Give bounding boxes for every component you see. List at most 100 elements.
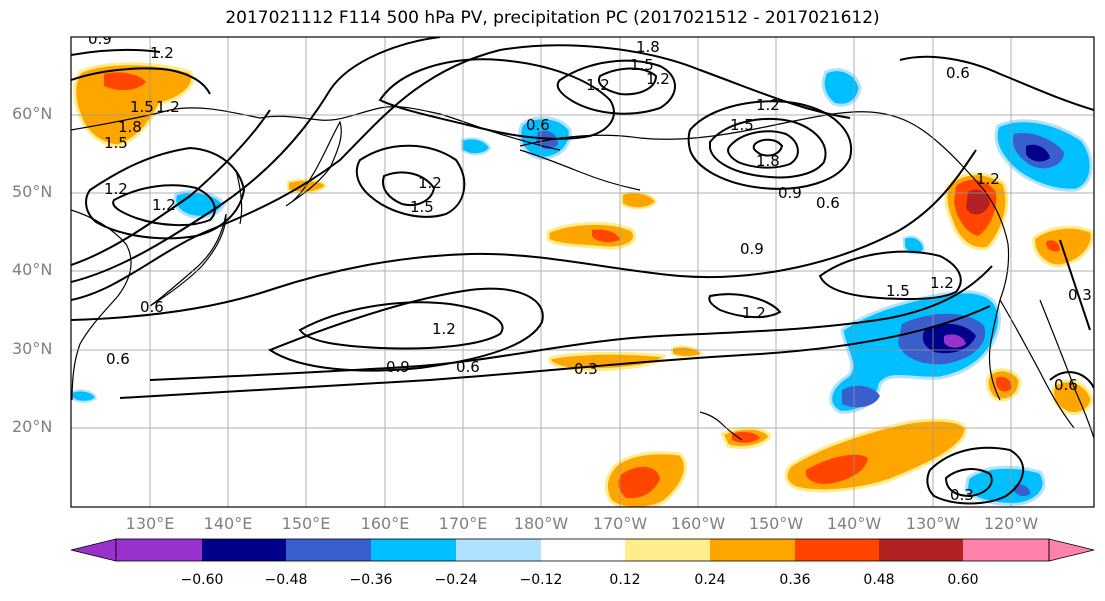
- colorbar-tick-label: 0.48: [863, 572, 895, 588]
- precip-negative-max: [1026, 144, 1050, 162]
- colorbar-tick-label: −0.48: [264, 572, 308, 588]
- contour-label: 0.6: [1054, 376, 1078, 394]
- contour-label: 1.2: [418, 174, 442, 192]
- contour-label: 0.6: [526, 116, 550, 134]
- lon-label: 150°W: [748, 514, 804, 533]
- colorbar-bin: [795, 539, 879, 561]
- contour-label: 1.5: [630, 56, 654, 74]
- precip-positive-region: [548, 351, 667, 372]
- precip-positive-core: [805, 454, 868, 484]
- pv-contour: [818, 250, 962, 301]
- precip-positive-core: [1046, 240, 1060, 252]
- colorbar-tick-label: 0.24: [694, 572, 726, 588]
- contour-label: 1.2: [156, 98, 180, 116]
- precip-negative-region: [71, 389, 98, 403]
- coastline-hawaii: [699, 411, 743, 441]
- contour-label: 1.2: [150, 44, 174, 62]
- pv-contour: [1049, 371, 1094, 389]
- contour-label: 0.9: [740, 240, 764, 258]
- pv-contour: [687, 100, 853, 190]
- precip-negative-region: [964, 465, 1046, 506]
- contour-label: 0.6: [456, 358, 480, 376]
- lon-label: 160°E: [360, 514, 410, 533]
- contour-label: 1.5: [410, 198, 434, 216]
- colorbar-bin: [879, 539, 963, 561]
- precip-negative-region: [461, 137, 492, 156]
- colorbar-bin: [456, 539, 541, 561]
- contour-label: 0.9: [88, 30, 112, 48]
- map-frame: [70, 36, 1095, 508]
- pv-contours: [71, 37, 1094, 505]
- lon-label: 130°W: [905, 514, 961, 533]
- contour-label: 1.2: [976, 170, 1000, 188]
- contour-label: 0.3: [574, 360, 598, 378]
- pv-contour: [71, 109, 271, 266]
- contour-label: 1.2: [646, 70, 670, 88]
- contour-label: 1.2: [756, 96, 780, 114]
- pv-contour: [752, 138, 784, 157]
- precip-negative-core: [842, 385, 880, 408]
- coastline-kamchatka: [285, 120, 342, 207]
- colorbar-extend-low: [70, 538, 117, 562]
- pv-contour: [85, 146, 246, 240]
- contour-label: 0.9: [386, 358, 410, 376]
- colorbar-bin: [202, 539, 286, 561]
- colorbar-frame: [115, 538, 1050, 562]
- contour-label: 0.6: [946, 64, 970, 82]
- precip-positive-core: [104, 72, 146, 91]
- contour-label: 0.3: [950, 486, 974, 504]
- pv-contour: [355, 144, 466, 218]
- colorbar-bin: [963, 539, 1049, 561]
- precip-negative-core: [1014, 484, 1030, 497]
- contour-label: 1.5: [730, 116, 754, 134]
- pv-contour: [119, 305, 991, 399]
- lon-label: 170°W: [592, 514, 648, 533]
- contour-label: 1.2: [742, 304, 766, 322]
- coastline-aleutians: [519, 149, 641, 191]
- contour-label: 0.9: [778, 184, 802, 202]
- pv-contour: [378, 58, 615, 140]
- colorbar-tick-label: 0.60: [947, 572, 979, 588]
- pv-contour: [71, 67, 211, 95]
- pv-contour: [556, 59, 676, 115]
- contour-label: 1.2: [152, 196, 176, 214]
- contour-label: 0.6: [140, 298, 164, 316]
- pv-contour: [944, 468, 993, 498]
- precip-negative-region: [903, 235, 926, 255]
- precip-positive-core: [592, 229, 620, 243]
- colorbar-extend-high: [1048, 538, 1095, 562]
- contour-label: 1.2: [432, 320, 456, 338]
- colorbar-tick-label: −0.24: [434, 572, 478, 588]
- pv-contour: [709, 118, 827, 179]
- contour-label: 0.6: [816, 194, 840, 212]
- lat-label: 40°N: [12, 260, 53, 279]
- lon-label: 140°E: [203, 514, 253, 533]
- pv-contour: [899, 55, 1094, 111]
- lon-label: 120°W: [983, 514, 1039, 533]
- lon-label: 130°E: [125, 514, 175, 533]
- precip-positive-region: [546, 222, 636, 250]
- lon-label: 160°W: [670, 514, 726, 533]
- contour-label: 1.2: [930, 274, 954, 292]
- pv-contour: [71, 149, 977, 321]
- graticule: [71, 37, 1094, 507]
- coastline-alaska: [519, 111, 1010, 401]
- lon-label: 140°W: [826, 514, 882, 533]
- pv-contour: [1059, 239, 1091, 331]
- lon-label: 170°E: [438, 514, 488, 533]
- contour-label: 0.6: [106, 350, 130, 368]
- pv-contour: [708, 293, 782, 318]
- contour-label: 1.8: [756, 152, 780, 170]
- precip-positive-region: [671, 345, 704, 358]
- precip-negative-extreme: [944, 334, 966, 348]
- map-title: 2017021112 F114 500 hPa PV, precipitatio…: [225, 8, 880, 28]
- pv-contour: [298, 301, 504, 350]
- contour-label: 1.5: [886, 282, 910, 300]
- colorbar-bin: [541, 539, 625, 561]
- pv-contour: [71, 48, 161, 56]
- colorbar-bin: [371, 539, 456, 561]
- precip-positive-core: [618, 466, 660, 499]
- contour-label: 1.2: [586, 76, 610, 94]
- colorbar-tick-label: −0.60: [180, 572, 224, 588]
